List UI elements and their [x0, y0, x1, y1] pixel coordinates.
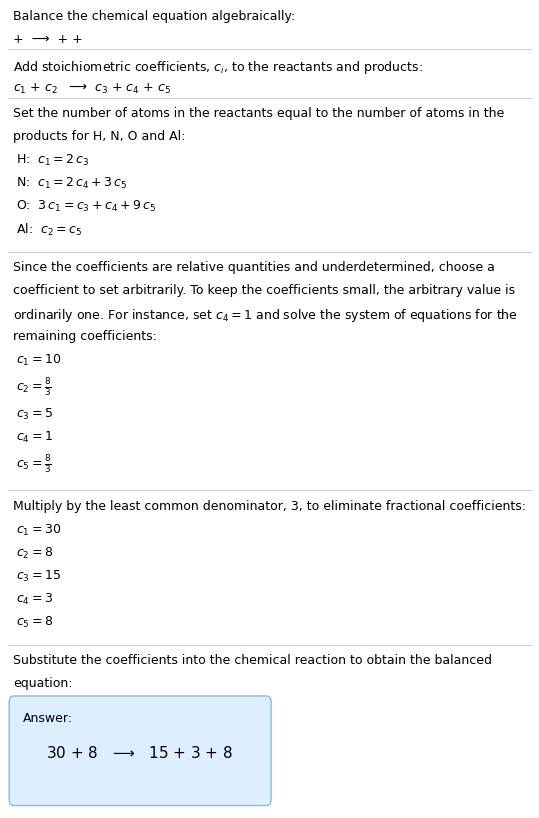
Text: $c_3 = 15$: $c_3 = 15$ — [16, 569, 61, 584]
Text: N:  $c_1 = 2\,c_4 + 3\,c_5$: N: $c_1 = 2\,c_4 + 3\,c_5$ — [16, 176, 128, 191]
Text: Answer:: Answer: — [23, 712, 73, 726]
Text: ordinarily one. For instance, set $c_4 = 1$ and solve the system of equations fo: ordinarily one. For instance, set $c_4 =… — [13, 308, 519, 324]
Text: O:  $3\,c_1 = c_3 + c_4 + 9\,c_5$: O: $3\,c_1 = c_3 + c_4 + 9\,c_5$ — [16, 199, 156, 214]
Text: Since the coefficients are relative quantities and underdetermined, choose a: Since the coefficients are relative quan… — [13, 262, 495, 274]
Text: $c_4 = 1$: $c_4 = 1$ — [16, 429, 53, 445]
Text: $c_2 = 8$: $c_2 = 8$ — [16, 546, 53, 561]
Text: Multiply by the least common denominator, 3, to eliminate fractional coefficient: Multiply by the least common denominator… — [13, 501, 527, 513]
Text: $c_5 = 8$: $c_5 = 8$ — [16, 615, 53, 630]
Text: Balance the chemical equation algebraically:: Balance the chemical equation algebraica… — [13, 10, 296, 23]
Text: $c_4 = 3$: $c_4 = 3$ — [16, 592, 53, 607]
Text: Al:  $c_2 = c_5$: Al: $c_2 = c_5$ — [16, 222, 82, 238]
Text: $c_2 = \frac{8}{3}$: $c_2 = \frac{8}{3}$ — [16, 376, 52, 398]
Text: $c_1 = 10$: $c_1 = 10$ — [16, 353, 61, 368]
Text: $c_3 = 5$: $c_3 = 5$ — [16, 407, 53, 422]
Text: +  ⟶  + +: + ⟶ + + — [13, 33, 83, 46]
Text: Add stoichiometric coefficients, $c_i$, to the reactants and products:: Add stoichiometric coefficients, $c_i$, … — [13, 59, 423, 75]
Text: coefficient to set arbitrarily. To keep the coefficients small, the arbitrary va: coefficient to set arbitrarily. To keep … — [13, 285, 516, 297]
Text: Substitute the coefficients into the chemical reaction to obtain the balanced: Substitute the coefficients into the che… — [13, 654, 493, 667]
Text: H:  $c_1 = 2\,c_3$: H: $c_1 = 2\,c_3$ — [16, 153, 89, 169]
Text: $c_5 = \frac{8}{3}$: $c_5 = \frac{8}{3}$ — [16, 452, 52, 474]
Text: $30$ + $8$   ⟶   $15$ + $3$ + $8$: $30$ + $8$ ⟶ $15$ + $3$ + $8$ — [46, 745, 233, 761]
Text: remaining coefficients:: remaining coefficients: — [13, 330, 157, 343]
Text: $c_1$ + $c_2$   ⟶  $c_3$ + $c_4$ + $c_5$: $c_1$ + $c_2$ ⟶ $c_3$ + $c_4$ + $c_5$ — [13, 82, 171, 96]
Text: products for H, N, O and Al:: products for H, N, O and Al: — [13, 130, 186, 143]
Text: Set the number of atoms in the reactants equal to the number of atoms in the: Set the number of atoms in the reactants… — [13, 107, 505, 120]
Text: $c_1 = 30$: $c_1 = 30$ — [16, 524, 61, 538]
Text: equation:: equation: — [13, 677, 73, 690]
